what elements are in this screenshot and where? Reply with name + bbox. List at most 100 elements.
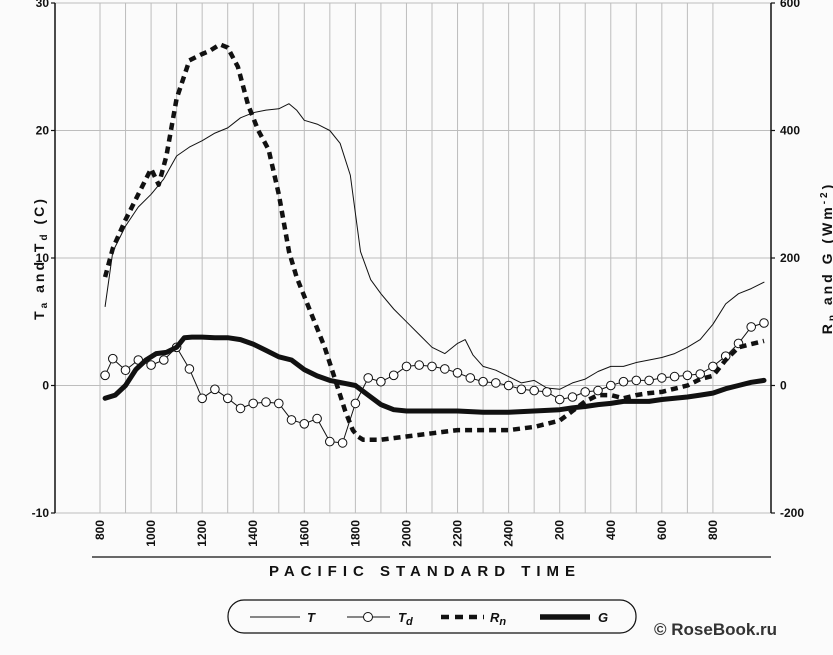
x-axis-label: PACIFIC STANDARD TIME bbox=[269, 563, 581, 580]
x-tick-label: 2400 bbox=[502, 520, 516, 547]
legend-marker-td bbox=[363, 612, 373, 622]
series-td-point bbox=[376, 376, 386, 387]
x-tick-label: 200 bbox=[553, 520, 567, 540]
series-td-point bbox=[401, 361, 412, 372]
left-tick-label: 0 bbox=[42, 379, 49, 393]
axis-label-part: T bbox=[31, 308, 47, 320]
series-td-point bbox=[503, 380, 514, 391]
left-tick-label: -10 bbox=[32, 506, 50, 520]
legend-label-t: T bbox=[307, 610, 316, 625]
series-layer bbox=[100, 42, 769, 448]
series-td-point bbox=[708, 361, 718, 372]
series-td-point bbox=[593, 385, 603, 396]
series-td-point bbox=[567, 392, 578, 402]
series-td-point bbox=[120, 365, 131, 376]
series-td-point bbox=[414, 360, 425, 370]
right-tick-label: 0 bbox=[780, 379, 787, 393]
series-td-point bbox=[746, 322, 757, 332]
axis-label-part: a bbox=[39, 300, 50, 309]
series-td-point bbox=[248, 398, 258, 409]
right-tick-label: -200 bbox=[780, 506, 804, 520]
series-td-point bbox=[350, 398, 361, 409]
axis-label-part: -2 bbox=[819, 189, 830, 204]
series-td-point bbox=[100, 370, 110, 381]
series-td-point bbox=[657, 373, 667, 383]
series-td-point bbox=[108, 353, 118, 364]
axis-label-part: d bbox=[39, 231, 50, 240]
watermark: © RoseBook.ru bbox=[654, 620, 777, 639]
series-td-point bbox=[197, 393, 207, 404]
x-tick-label: 1400 bbox=[246, 520, 260, 547]
series-td-point bbox=[606, 380, 616, 391]
axis-label-part: n bbox=[827, 312, 833, 321]
series-td-point bbox=[465, 373, 476, 383]
series-td-point bbox=[159, 355, 169, 365]
series-td-point bbox=[695, 369, 706, 379]
series-g-line bbox=[102, 334, 767, 415]
legend: T Td Rn G bbox=[227, 599, 637, 634]
series-td-point bbox=[491, 378, 501, 388]
right-tick-label: 200 bbox=[780, 251, 800, 265]
series-td-point bbox=[286, 415, 297, 425]
y-axis-label-right: Rn and G (Wm-2) bbox=[819, 182, 833, 335]
x-tick-label: 2000 bbox=[399, 520, 413, 547]
series-td-point bbox=[529, 385, 540, 396]
left-tick-label: 10 bbox=[36, 251, 50, 265]
legend-label-g: G bbox=[598, 610, 608, 625]
series-td-point bbox=[452, 368, 463, 378]
series-td-point bbox=[222, 393, 233, 404]
legend-label-td: Td bbox=[398, 610, 413, 628]
axis-label-part: (C) bbox=[31, 196, 47, 231]
axis-label-part: R bbox=[819, 321, 833, 334]
series-td-point bbox=[274, 398, 284, 409]
series-td-point bbox=[516, 384, 527, 395]
series-td-line bbox=[104, 322, 765, 444]
series-td-point bbox=[759, 318, 769, 328]
series-td-point bbox=[542, 387, 552, 397]
series-td-point bbox=[261, 397, 271, 407]
series-td-point bbox=[682, 370, 693, 381]
left-tick-label: 30 bbox=[36, 0, 50, 10]
series-td-point bbox=[184, 364, 195, 374]
x-tick-label: 800 bbox=[93, 520, 107, 540]
series-td-point bbox=[299, 419, 310, 429]
series-rn-line bbox=[102, 42, 765, 442]
series-td-point bbox=[440, 364, 450, 374]
grid-lines bbox=[55, 2, 771, 514]
axis-label-part: G (Wm bbox=[819, 204, 833, 264]
axis-label-part: ) bbox=[819, 182, 833, 190]
legend-label-rn: Rn bbox=[490, 610, 506, 628]
x-tick-label: 1200 bbox=[195, 520, 209, 547]
x-tick-label: 800 bbox=[706, 520, 720, 540]
series-td-point bbox=[325, 436, 335, 447]
series-td-point bbox=[363, 373, 374, 383]
left-tick-label: 20 bbox=[36, 124, 50, 138]
series-td-point bbox=[312, 413, 322, 424]
right-tick-label: 600 bbox=[780, 0, 800, 10]
axis-label-part: and bbox=[31, 252, 47, 300]
series-td-point bbox=[618, 376, 629, 387]
series-td-point bbox=[580, 387, 591, 397]
series-td-point bbox=[631, 375, 642, 386]
series-td-point bbox=[388, 370, 399, 381]
series-td-point bbox=[146, 360, 156, 370]
x-tick-label: 400 bbox=[604, 520, 618, 540]
series-td-point bbox=[210, 384, 220, 395]
series-td-point bbox=[478, 376, 488, 387]
axis-label-part: and bbox=[819, 264, 833, 312]
axis-label-part: T bbox=[31, 241, 47, 253]
x-tick-label: 600 bbox=[655, 520, 669, 540]
x-tick-label: 1600 bbox=[297, 520, 311, 547]
x-axis-ticks: 800 1000 1200 1400 1600 1800 2000 2200 2400 200 40… bbox=[93, 520, 720, 547]
legend-box bbox=[227, 599, 637, 634]
series-td-point bbox=[427, 361, 437, 372]
series-td-point bbox=[644, 375, 654, 386]
series-td-point bbox=[235, 403, 246, 414]
x-tick-label: 1800 bbox=[348, 520, 362, 547]
series-t-line bbox=[104, 103, 765, 390]
x-tick-label: 2200 bbox=[451, 520, 465, 547]
right-axis-ticks: -200 0 200 400 600 bbox=[771, 0, 804, 520]
left-axis-ticks: -10 0 10 20 30 bbox=[32, 0, 55, 520]
series-td-point bbox=[669, 371, 680, 382]
